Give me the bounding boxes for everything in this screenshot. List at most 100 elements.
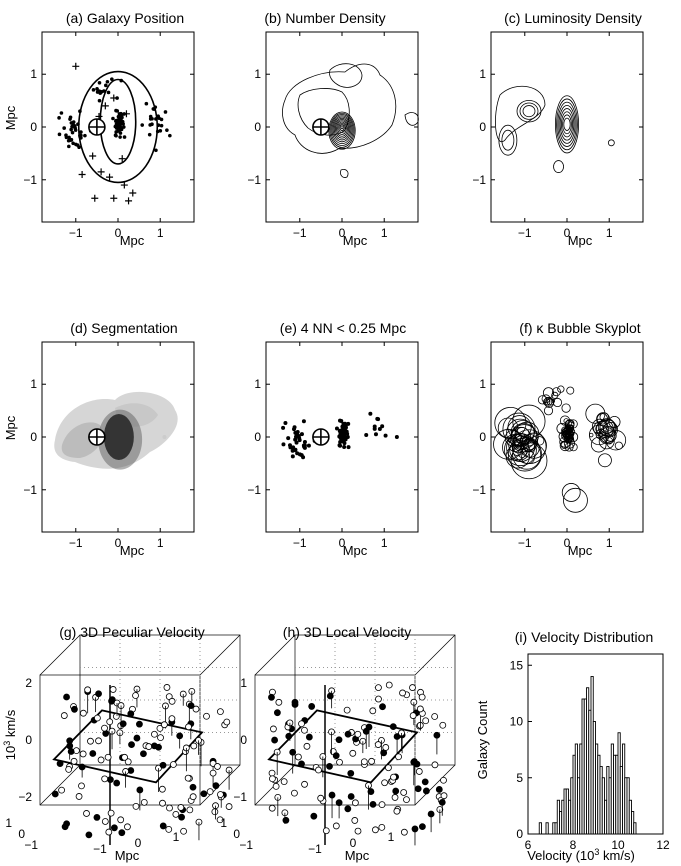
galaxy-point [158,128,163,133]
velocity-point-g [184,774,192,782]
galaxy-point [159,123,164,128]
x-tick-label-i: 12 [656,838,670,852]
galaxy-point [120,119,125,124]
nn-galaxy-point [345,435,350,440]
velocity-point-h [421,778,429,786]
velocity-point-h [332,752,340,760]
depth-tick-label-g: 0 [18,827,25,841]
velocity-point-g [75,793,83,800]
nn-galaxy-point [342,445,347,450]
galaxy-point [114,130,118,134]
velocity-point-g [105,828,113,836]
velocity-point-h [326,692,334,700]
galaxy-point [78,109,82,114]
kappa-bubble [599,412,609,422]
velocity-point-h [414,785,422,793]
velocity-point-g [128,741,135,749]
kappa-bubble [585,403,606,424]
galaxy-point [97,98,102,103]
velocity-point-g [192,705,200,713]
kappa-bubble [541,394,551,404]
galaxy-point [57,132,62,137]
velocity-point-h [347,769,355,777]
velocity-point-g [84,686,92,694]
velocity-point-h [418,693,426,701]
velocity-point-h [268,769,276,777]
velocity-point-h [317,794,325,802]
velocity-point-g [56,760,64,767]
galaxy-point [119,111,123,116]
nn-galaxy-point [306,443,311,448]
nn-galaxy-point [290,448,295,453]
velocity-point-g [185,723,192,731]
galaxy-cross [125,197,133,205]
galaxy-point [118,131,123,135]
galaxy-point [154,148,158,153]
galaxy-point [105,79,110,84]
kappa-bubble [502,412,536,446]
kappa-bubble [543,406,554,416]
segment-region [162,435,167,439]
velocity-point-g [159,822,167,830]
velocity-point-g [101,818,109,825]
kappa-bubble [552,397,563,408]
nn-galaxy-point [364,433,369,438]
velocity-point-g [117,816,125,824]
velocity-point-h [392,787,400,795]
galaxy-point [156,123,161,127]
luminosity-contour [562,114,572,135]
velocity-point-g [225,803,233,810]
galaxy-point [150,116,154,121]
density-contour [329,112,355,148]
velocity-point-g [109,686,117,693]
velocity-point-g [151,742,158,750]
nn-galaxy-point [294,440,299,445]
velocity-point-h [422,787,430,795]
x-tick-label-b: 0 [339,226,346,240]
x-tick-label-d: −1 [69,536,83,550]
velocity-point-g [87,737,94,745]
velocity-point-g [189,783,197,791]
ylabel-d: Mpc [3,415,18,440]
velocity-point-g [60,712,68,719]
xlabel-b: Mpc [343,233,368,248]
velocity-point-g [95,690,102,698]
velocity-point-h [285,732,293,740]
nn-galaxy-point [394,435,399,439]
z-tick-label-h: 1 [240,676,247,690]
galaxy-point [91,88,96,92]
galaxy-cross [122,110,130,118]
density-contour [282,63,397,154]
kappa-bubble [561,483,581,502]
title-e: (e) 4 NN < 0.25 Mpc [280,320,406,336]
velocity-point-h [268,804,276,812]
velocity-point-h [400,789,408,796]
galaxy-point [76,122,80,126]
velocity-point-g [180,827,187,835]
galaxy-point [115,109,120,113]
xlabel-i: Velocity (103 km/s) [527,847,635,863]
velocity-point-h [294,753,302,761]
kappa-bubble [537,395,548,405]
plot-frame-c [490,31,644,223]
velocity-point-h [270,725,277,733]
nn-galaxy-point [334,426,339,431]
galaxy-cross [78,171,86,178]
nn-galaxy-point [287,443,292,448]
velocity-point-h [280,778,288,786]
box-edge-g [39,634,81,676]
velocity-point-g [190,742,198,750]
velocity-point-h [431,761,439,769]
galaxy-point [68,115,73,120]
x-tick-label-a: 1 [157,226,164,240]
nn-galaxy-point [338,439,343,444]
nn-galaxy-point [286,436,291,441]
galaxy-cross [106,173,114,181]
galaxy-point [67,144,71,149]
velocity-point-g [158,785,166,793]
velocity-point-h [301,726,308,734]
velocity-point-g [223,718,231,726]
galaxy-cross [110,94,118,102]
xlabel-c: Mpc [568,233,593,248]
nn-galaxy-point [297,436,302,441]
